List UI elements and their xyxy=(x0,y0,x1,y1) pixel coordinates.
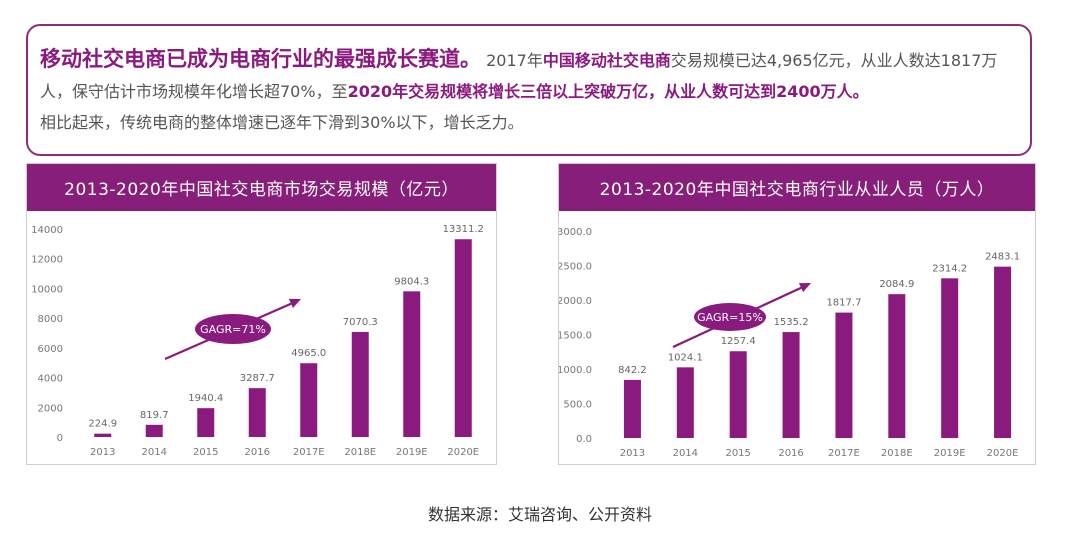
chart-title: 2013-2020年中国社交电商市场交易规模（亿元） xyxy=(27,164,496,211)
y-tick-label: 2500.0 xyxy=(559,262,592,273)
chart-panel-employees: 2013-2020年中国社交电商行业从业人员（万人） 0.0 500.0 1000.… xyxy=(558,163,1036,465)
bar xyxy=(729,351,747,438)
data-label: 4965.0 xyxy=(291,348,326,359)
x-tick-label: 2017E xyxy=(828,448,860,459)
chart-panel-market-size: 2013-2020年中国社交电商市场交易规模（亿元） 0 2000 4000 6000… xyxy=(26,163,497,465)
data-source: 数据来源：艾瑞咨询、公开资料 xyxy=(427,505,652,524)
x-tick-label: 2017E xyxy=(293,447,325,458)
summary-text-3: 相比起来，传统电商的整体增速已逐年下滑到30%以下，增长乏力。 xyxy=(40,113,524,132)
y-tick-label: 14000 xyxy=(31,225,63,236)
data-label: 3287.7 xyxy=(240,373,275,384)
summary-text-1: 2017年 xyxy=(486,51,543,70)
bar xyxy=(197,408,215,437)
y-tick-label: 2000.0 xyxy=(559,296,592,307)
data-label: 842.2 xyxy=(618,365,647,376)
data-label: 819.7 xyxy=(140,410,169,421)
annotation-badge xyxy=(694,303,766,331)
x-tick-label: 2014 xyxy=(142,447,167,458)
y-tick-label: 6000 xyxy=(38,344,63,355)
data-label: 224.9 xyxy=(88,419,117,430)
bar xyxy=(676,367,694,438)
data-label: 7070.3 xyxy=(343,317,378,328)
growth-arrow-head xyxy=(288,298,301,309)
y-tick-label: 0 xyxy=(57,433,63,444)
bar xyxy=(623,379,641,438)
x-tick-label: 2018E xyxy=(881,448,913,459)
x-tick-label: 2020E xyxy=(447,447,479,458)
data-label: 2314.2 xyxy=(932,263,967,274)
bar xyxy=(454,239,472,437)
x-tick-label: 2019E xyxy=(396,447,428,458)
bar xyxy=(94,433,112,437)
x-tick-label: 2015 xyxy=(193,447,218,458)
bar xyxy=(941,278,959,438)
data-label: 1817.7 xyxy=(826,298,861,309)
annotation-label: GAGR=71% xyxy=(200,323,266,336)
x-tick-label: 2020E xyxy=(987,448,1019,459)
data-label: 9804.3 xyxy=(394,276,429,287)
summary-highlight-2: 2020年交易规模将增长三倍以上突破万亿，从业人数可达到2400万人。 xyxy=(347,82,869,101)
x-tick-label: 2014 xyxy=(673,448,698,459)
summary-box: 移动社交电商已成为电商行业的最强成长赛道。 2017年中国移动社交电商交易规模已… xyxy=(26,24,1032,156)
data-label: 2483.1 xyxy=(985,252,1020,263)
growth-arrow-head xyxy=(798,283,811,293)
market-size-chart: 0 2000 4000 6000 8000 10000 12000 14000 224.9 201… xyxy=(31,224,484,458)
bar xyxy=(888,294,906,438)
x-tick-label: 2019E xyxy=(934,448,966,459)
y-tick-label: 10000 xyxy=(31,284,63,295)
bar xyxy=(300,363,318,437)
x-tick-label: 2015 xyxy=(725,448,750,459)
x-tick-label: 2016 xyxy=(245,447,270,458)
data-label: 1535.2 xyxy=(774,317,809,328)
employees-chart: 0.0 500.0 1000.0 1500.0 2000.0 2500.0 3000.0 84… xyxy=(559,227,1020,459)
bar xyxy=(782,332,800,438)
summary-highlight-1: 中国移动社交电商 xyxy=(542,51,671,70)
y-tick-label: 12000 xyxy=(31,255,63,266)
y-tick-label: 8000 xyxy=(38,314,63,325)
x-tick-label: 2013 xyxy=(620,448,645,459)
y-tick-label: 2000 xyxy=(38,403,63,414)
chart-title: 2013-2020年中国社交电商行业从业人员（万人） xyxy=(559,164,1035,211)
data-label: 1024.1 xyxy=(668,352,703,363)
y-tick-label: 500.0 xyxy=(563,400,592,411)
bar xyxy=(248,388,266,437)
annotation-badge xyxy=(195,314,271,344)
y-tick-label: 1000.0 xyxy=(559,365,592,376)
bar xyxy=(994,266,1012,438)
y-tick-label: 4000 xyxy=(38,374,63,385)
x-tick-label: 2018E xyxy=(344,447,376,458)
data-label: 2084.9 xyxy=(879,279,914,290)
y-tick-label: 0.0 xyxy=(576,434,592,445)
x-tick-label: 2016 xyxy=(778,448,803,459)
y-tick-label: 1500.0 xyxy=(559,331,592,342)
data-label: 1257.4 xyxy=(721,336,756,347)
y-tick-label: 3000.0 xyxy=(559,227,592,238)
bar xyxy=(351,331,369,437)
data-label: 1940.4 xyxy=(188,393,223,404)
bar xyxy=(835,312,853,438)
bar xyxy=(403,291,421,437)
summary-text-2: 交易规模已达4,965亿元，从业人数达1817万人，保守估计市场规模年化增长超7… xyxy=(40,51,998,101)
summary-lead: 移动社交电商已成为电商行业的最强成长赛道。 xyxy=(40,47,481,71)
bar xyxy=(145,424,163,437)
x-tick-label: 2013 xyxy=(90,447,115,458)
data-label: 13311.2 xyxy=(443,224,484,235)
annotation-label: GAGR=15% xyxy=(697,311,763,324)
